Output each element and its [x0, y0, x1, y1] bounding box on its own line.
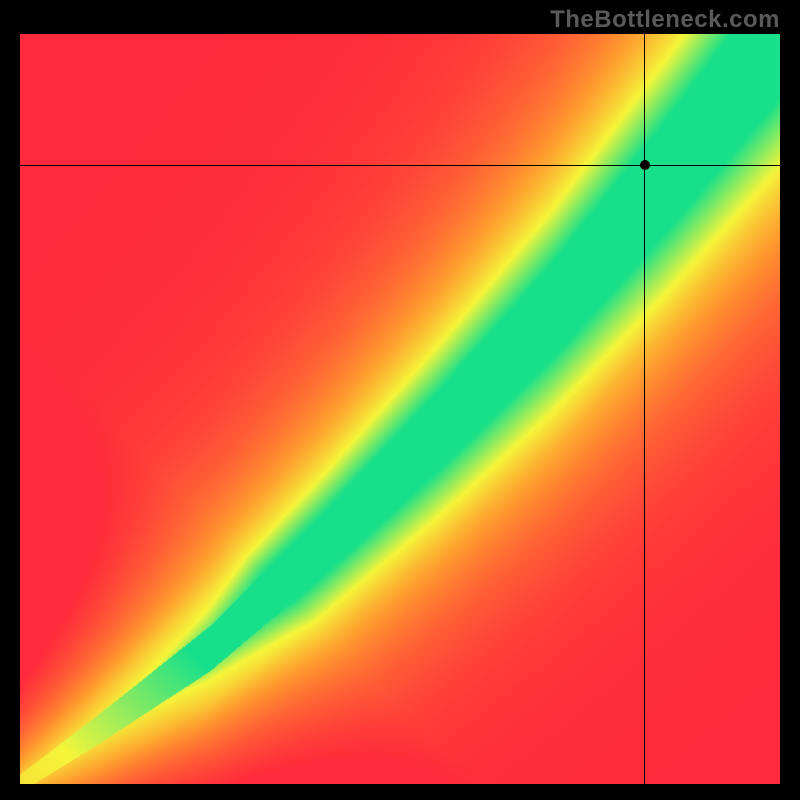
- crosshair-horizontal-line: [20, 165, 780, 166]
- crosshair-marker: [640, 160, 650, 170]
- watermark-text: TheBottleneck.com: [550, 6, 780, 34]
- bottleneck-heatmap: [20, 34, 780, 784]
- chart-container: TheBottleneck.com: [0, 0, 800, 800]
- crosshair-vertical-line: [644, 34, 645, 784]
